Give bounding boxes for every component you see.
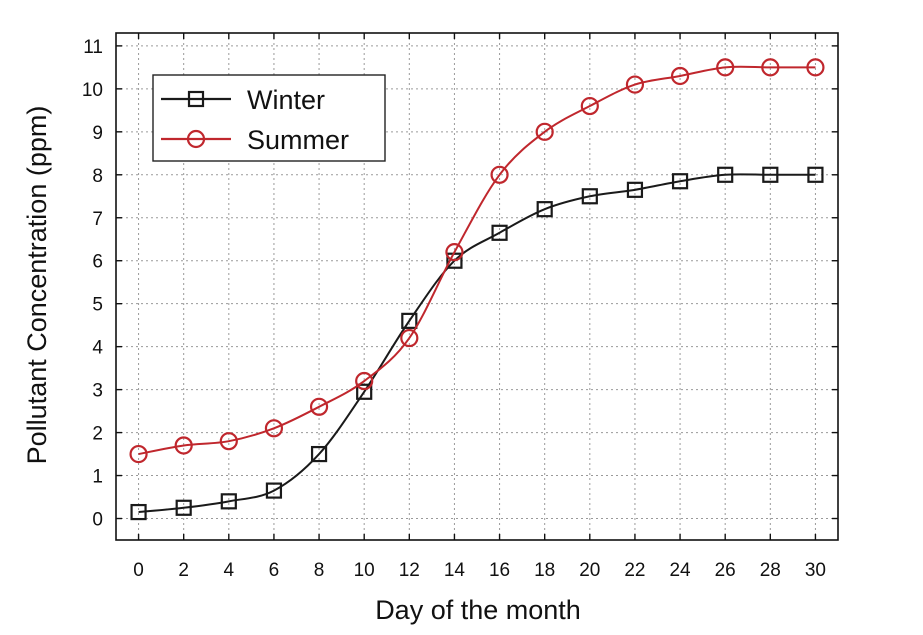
y-tick-label-9: 9 bbox=[92, 123, 103, 144]
y-tick-label-3: 3 bbox=[92, 381, 103, 402]
y-tick-label-1: 1 bbox=[92, 467, 103, 488]
data-point-winter-12 bbox=[671, 173, 689, 190]
data-point-winter-13 bbox=[717, 166, 734, 183]
plot-frame bbox=[115, 32, 839, 541]
legend-entry-winter: Winter bbox=[161, 85, 325, 115]
tick-labels: 0 2 4 6 8 10 12 14 16 18 20 22 24 26 28 300123456789101… bbox=[82, 37, 826, 581]
x-axis-title: Day of the month bbox=[375, 595, 581, 625]
data-point-winter-11 bbox=[626, 181, 644, 198]
series-line-summer bbox=[138, 65, 816, 456]
data-point-winter-8 bbox=[491, 224, 508, 241]
y-tick-label-10: 10 bbox=[82, 80, 103, 101]
x-tick-label-3: 6 bbox=[269, 560, 280, 581]
data-point-summer-3 bbox=[264, 419, 284, 438]
x-tick-label-1: 2 bbox=[178, 560, 189, 581]
axes bbox=[115, 32, 839, 541]
data-point-winter-1 bbox=[175, 499, 192, 516]
y-axis-title: Pollutant Concentration (ppm) bbox=[22, 106, 52, 465]
data-point-summer-9 bbox=[535, 122, 554, 141]
data-point-summer-7 bbox=[445, 243, 464, 262]
x-tick-label-6: 12 bbox=[399, 560, 420, 581]
x-tick-label-5: 10 bbox=[354, 560, 375, 581]
legend-marker-winter bbox=[187, 90, 205, 108]
x-tick-label-8: 16 bbox=[489, 560, 510, 581]
series-winter bbox=[130, 166, 824, 521]
data-point-winter-4 bbox=[310, 445, 328, 463]
data-point-summer-0 bbox=[129, 444, 148, 464]
data-point-summer-10 bbox=[580, 96, 599, 116]
x-tick-label-12: 24 bbox=[669, 560, 691, 581]
legend-label-winter: Winter bbox=[247, 85, 325, 115]
y-tick-label-0: 0 bbox=[92, 510, 103, 531]
y-tick-label-4: 4 bbox=[92, 338, 103, 359]
y-tick-label-8: 8 bbox=[92, 166, 103, 187]
data-point-summer-8 bbox=[490, 165, 509, 184]
legend-entry-summer: Summer bbox=[161, 125, 349, 155]
x-tick-label-15: 30 bbox=[805, 560, 826, 581]
data-point-winter-10 bbox=[581, 188, 598, 205]
data-point-winter-3 bbox=[265, 482, 283, 499]
data-point-winter-9 bbox=[536, 201, 553, 218]
y-tick-label-7: 7 bbox=[92, 209, 103, 230]
data-point-winter-15 bbox=[807, 166, 824, 183]
data-point-winter-5 bbox=[356, 383, 373, 400]
x-tick-label-11: 22 bbox=[624, 560, 645, 581]
x-tick-label-2: 4 bbox=[224, 560, 235, 581]
data-point-summer-2 bbox=[219, 432, 238, 451]
y-tick-label-5: 5 bbox=[92, 295, 103, 316]
x-tick-label-10: 20 bbox=[579, 560, 600, 581]
y-tick-label-11: 11 bbox=[83, 37, 103, 58]
x-tick-label-0: 0 bbox=[133, 560, 144, 581]
legend: Winter Summer bbox=[152, 74, 386, 162]
series-summer bbox=[129, 58, 825, 464]
y-tick-label-2: 2 bbox=[92, 424, 103, 445]
data-point-summer-1 bbox=[174, 436, 193, 455]
x-tick-label-9: 18 bbox=[534, 560, 555, 581]
series bbox=[129, 58, 825, 521]
data-point-summer-6 bbox=[400, 328, 419, 348]
data-point-winter-0 bbox=[130, 503, 147, 521]
data-point-summer-12 bbox=[670, 66, 690, 86]
data-point-summer-13 bbox=[716, 58, 735, 77]
data-point-winter-2 bbox=[220, 493, 237, 510]
data-point-summer-4 bbox=[309, 397, 329, 416]
x-tick-label-13: 26 bbox=[715, 560, 736, 581]
legend-marker-summer bbox=[186, 129, 206, 149]
x-tick-label-14: 28 bbox=[760, 560, 781, 581]
x-tick-label-7: 14 bbox=[444, 560, 466, 581]
y-tick-label-6: 6 bbox=[92, 252, 103, 273]
x-tick-label-4: 8 bbox=[314, 560, 325, 581]
legend-label-summer: Summer bbox=[247, 125, 349, 155]
data-point-winter-6 bbox=[401, 312, 418, 329]
data-point-summer-11 bbox=[625, 75, 645, 94]
data-point-summer-5 bbox=[355, 371, 374, 391]
data-point-summer-14 bbox=[761, 58, 780, 77]
series-line-winter bbox=[138, 173, 816, 514]
data-point-winter-14 bbox=[762, 166, 779, 183]
data-point-summer-15 bbox=[806, 58, 825, 77]
